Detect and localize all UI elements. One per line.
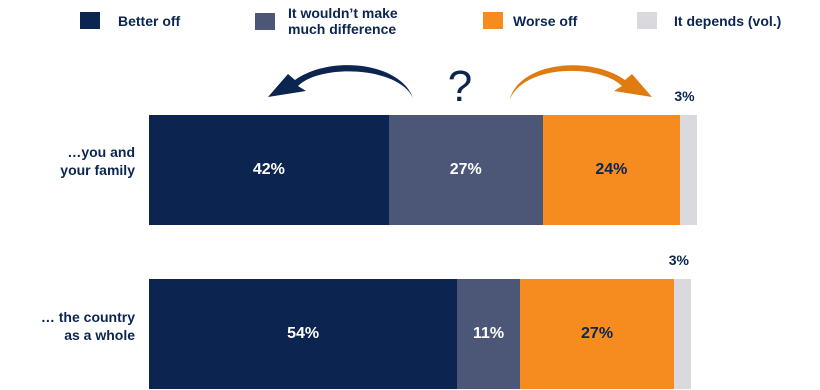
legend-label-no-difference: It wouldn’t make much difference bbox=[288, 5, 398, 37]
data-label-it-depends-row1: 3% bbox=[674, 88, 695, 104]
data-label-no-difference-row1: 27% bbox=[449, 161, 482, 178]
legend-label-better-off: Better off bbox=[118, 12, 181, 29]
legend-swatch-better-off bbox=[80, 12, 100, 29]
legend-swatch-no-difference bbox=[255, 12, 275, 30]
legend-item-better-off: Better off bbox=[80, 12, 180, 29]
legend-item-it-depends: It depends (vol.) bbox=[637, 12, 781, 29]
row-label-line: your family bbox=[60, 162, 135, 178]
bar-segment-worse-off-row2: 27% bbox=[520, 279, 675, 389]
bar-segment-better-off-row1: 42% bbox=[149, 115, 389, 225]
bar-segment-no-difference-row2: 11% bbox=[457, 279, 520, 389]
bar-segment-better-off-row2: 54% bbox=[149, 279, 458, 389]
row-label-you-and-family: …you and your family bbox=[0, 143, 135, 179]
legend-swatch-worse-off bbox=[483, 12, 503, 29]
curved-arrow-left-icon bbox=[268, 65, 413, 98]
legend-label-it-depends: It depends (vol.) bbox=[674, 12, 782, 29]
legend-label-worse-off: Worse off bbox=[513, 12, 578, 29]
row-label-country-as-whole: … the country as a whole bbox=[0, 308, 135, 344]
data-label-better-off-row2: 54% bbox=[287, 325, 320, 342]
legend-item-worse-off: Worse off bbox=[483, 12, 577, 29]
data-label-worse-off-row2: 27% bbox=[581, 325, 614, 342]
bar-segment-worse-off-row1: 24% bbox=[542, 115, 680, 225]
data-label-no-difference-row2: 11% bbox=[473, 325, 505, 342]
row-label-line: … the country bbox=[40, 309, 135, 325]
bar-segment-it-depends-row1 bbox=[679, 115, 697, 225]
data-label-better-off-row1: 42% bbox=[252, 161, 285, 178]
row-label-line: …you and bbox=[67, 144, 135, 160]
legend-item-no-difference: It wouldn’t make much difference bbox=[255, 5, 438, 37]
legend-swatch-it-depends bbox=[637, 12, 657, 29]
curved-arrow-right-icon bbox=[510, 65, 652, 99]
question-mark-icon: ? bbox=[448, 62, 472, 111]
bar-segment-no-difference-row1: 27% bbox=[388, 115, 543, 225]
data-label-it-depends-row2: 3% bbox=[668, 252, 689, 268]
bar-segment-it-depends-row2 bbox=[674, 279, 692, 389]
data-label-worse-off-row1: 24% bbox=[595, 161, 628, 178]
row-label-line: as a whole bbox=[64, 327, 135, 343]
